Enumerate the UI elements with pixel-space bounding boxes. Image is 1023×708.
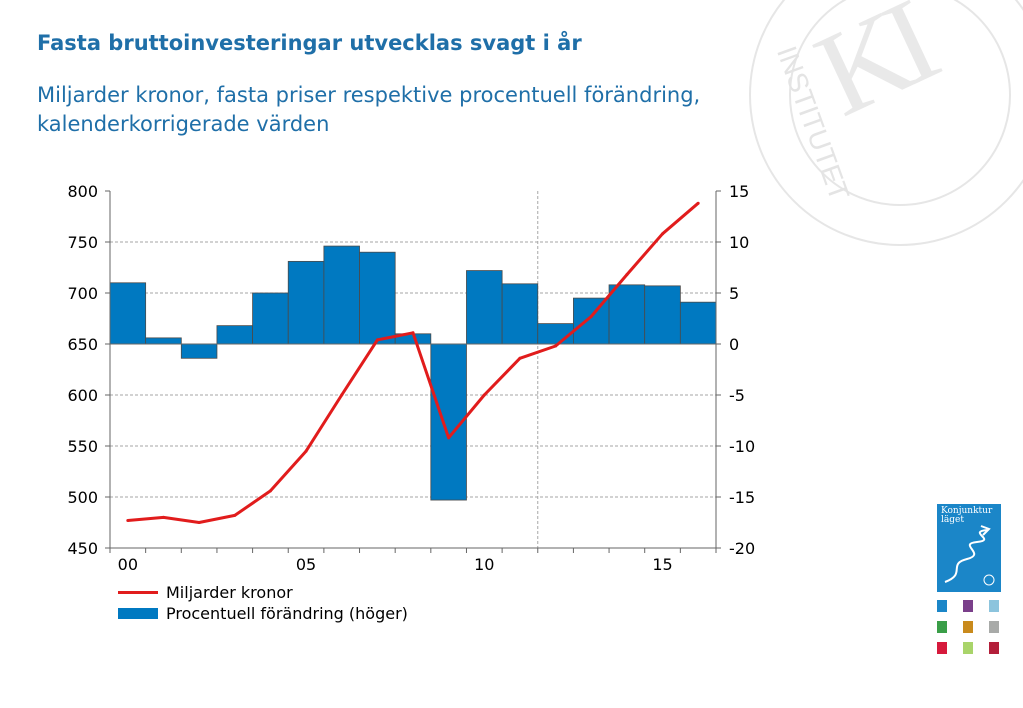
line-point [661,232,665,236]
line-point [233,513,237,517]
right-tick-label: -20 [729,539,755,558]
left-tick-label: 750 [67,233,98,252]
line-point [340,393,344,397]
line-point [197,521,201,524]
x-tick-label: 00 [118,555,138,574]
line-point [554,344,558,348]
report-thumbnail [989,642,999,654]
cover-title-line1: Konjunktur [941,506,993,516]
report-thumbnail [963,642,973,654]
cover-title: Konjunktur läget [941,507,992,525]
left-tick-label: 550 [67,437,98,456]
ki-watermark: K I INSTITUTET [749,0,1023,246]
left-tick-label: 700 [67,284,98,303]
axes [105,190,721,553]
legend: Miljarder kronor Procentuell förändring … [118,582,408,624]
line-point [304,449,308,453]
right-tick-label: -10 [729,437,755,456]
bar-series [109,245,717,501]
right-tick-label: 5 [729,284,739,303]
right-tick-label: -15 [729,488,755,507]
left-tick-label: 450 [67,539,98,558]
left-tick-label: 500 [67,488,98,507]
bar [501,283,539,345]
legend-bar-swatch [118,608,158,619]
bar [109,282,147,345]
line-point [268,489,272,493]
bar [252,292,289,345]
cover-title-line2: läget [941,515,964,525]
report-cover-image: Konjunktur läget [937,504,1001,592]
x-tick-label: 15 [652,555,672,574]
bar [323,245,360,345]
grid-lines [110,191,716,548]
report-thumbnail [989,621,999,633]
bar [679,301,717,345]
right-tick-label: -5 [729,386,745,405]
report-thumbnail [963,621,973,633]
x-tick-label: 05 [296,555,316,574]
report-thumbnail [937,642,947,654]
line-point [411,331,415,335]
legend-line-swatch [118,591,158,594]
chart-subtitle: Miljarder kronor, fasta priser respektiv… [37,83,701,136]
bar [287,260,325,345]
line-point [161,515,165,519]
line-point [482,393,486,397]
left-tick-label: 800 [67,182,98,201]
bar [644,285,681,345]
legend-label-bar: Procentuell förändring (höger) [166,604,408,623]
bar [145,337,182,345]
tick-labels: 800 15 750 10 700 5 650 0 600 -5 550 -10 500 -15 450 -2… [67,182,755,574]
line-point [589,314,593,318]
right-tick-label: 15 [729,182,749,201]
legend-item-line: Miljarder kronor [118,582,408,603]
bar [180,343,218,359]
right-tick-label: 0 [729,335,739,354]
cover-swirl-icon [944,525,995,586]
report-thumbnail [937,621,947,633]
report-thumbnail [989,600,999,612]
bar [216,325,253,345]
chart-title: Fasta bruttoinvesteringar utvecklas svag… [37,31,582,55]
legend-label-line: Miljarder kronor [166,583,293,602]
report-thumbnail [963,600,973,612]
bar [466,270,503,345]
line-point [126,518,130,522]
left-tick-label: 650 [67,335,98,354]
bar [608,284,646,345]
x-tick-label: 10 [474,555,494,574]
legend-item-bar: Procentuell förändring (höger) [118,603,408,624]
line-path [127,202,700,524]
bar [573,297,610,345]
bar [359,251,396,345]
report-thumbnail [937,600,947,612]
line-point [375,338,379,342]
line-point [696,201,700,205]
line-point [625,273,629,277]
line-point [447,436,451,440]
left-tick-label: 600 [67,386,98,405]
right-tick-label: 10 [729,233,749,252]
line-series [126,201,700,524]
line-point [518,356,522,360]
